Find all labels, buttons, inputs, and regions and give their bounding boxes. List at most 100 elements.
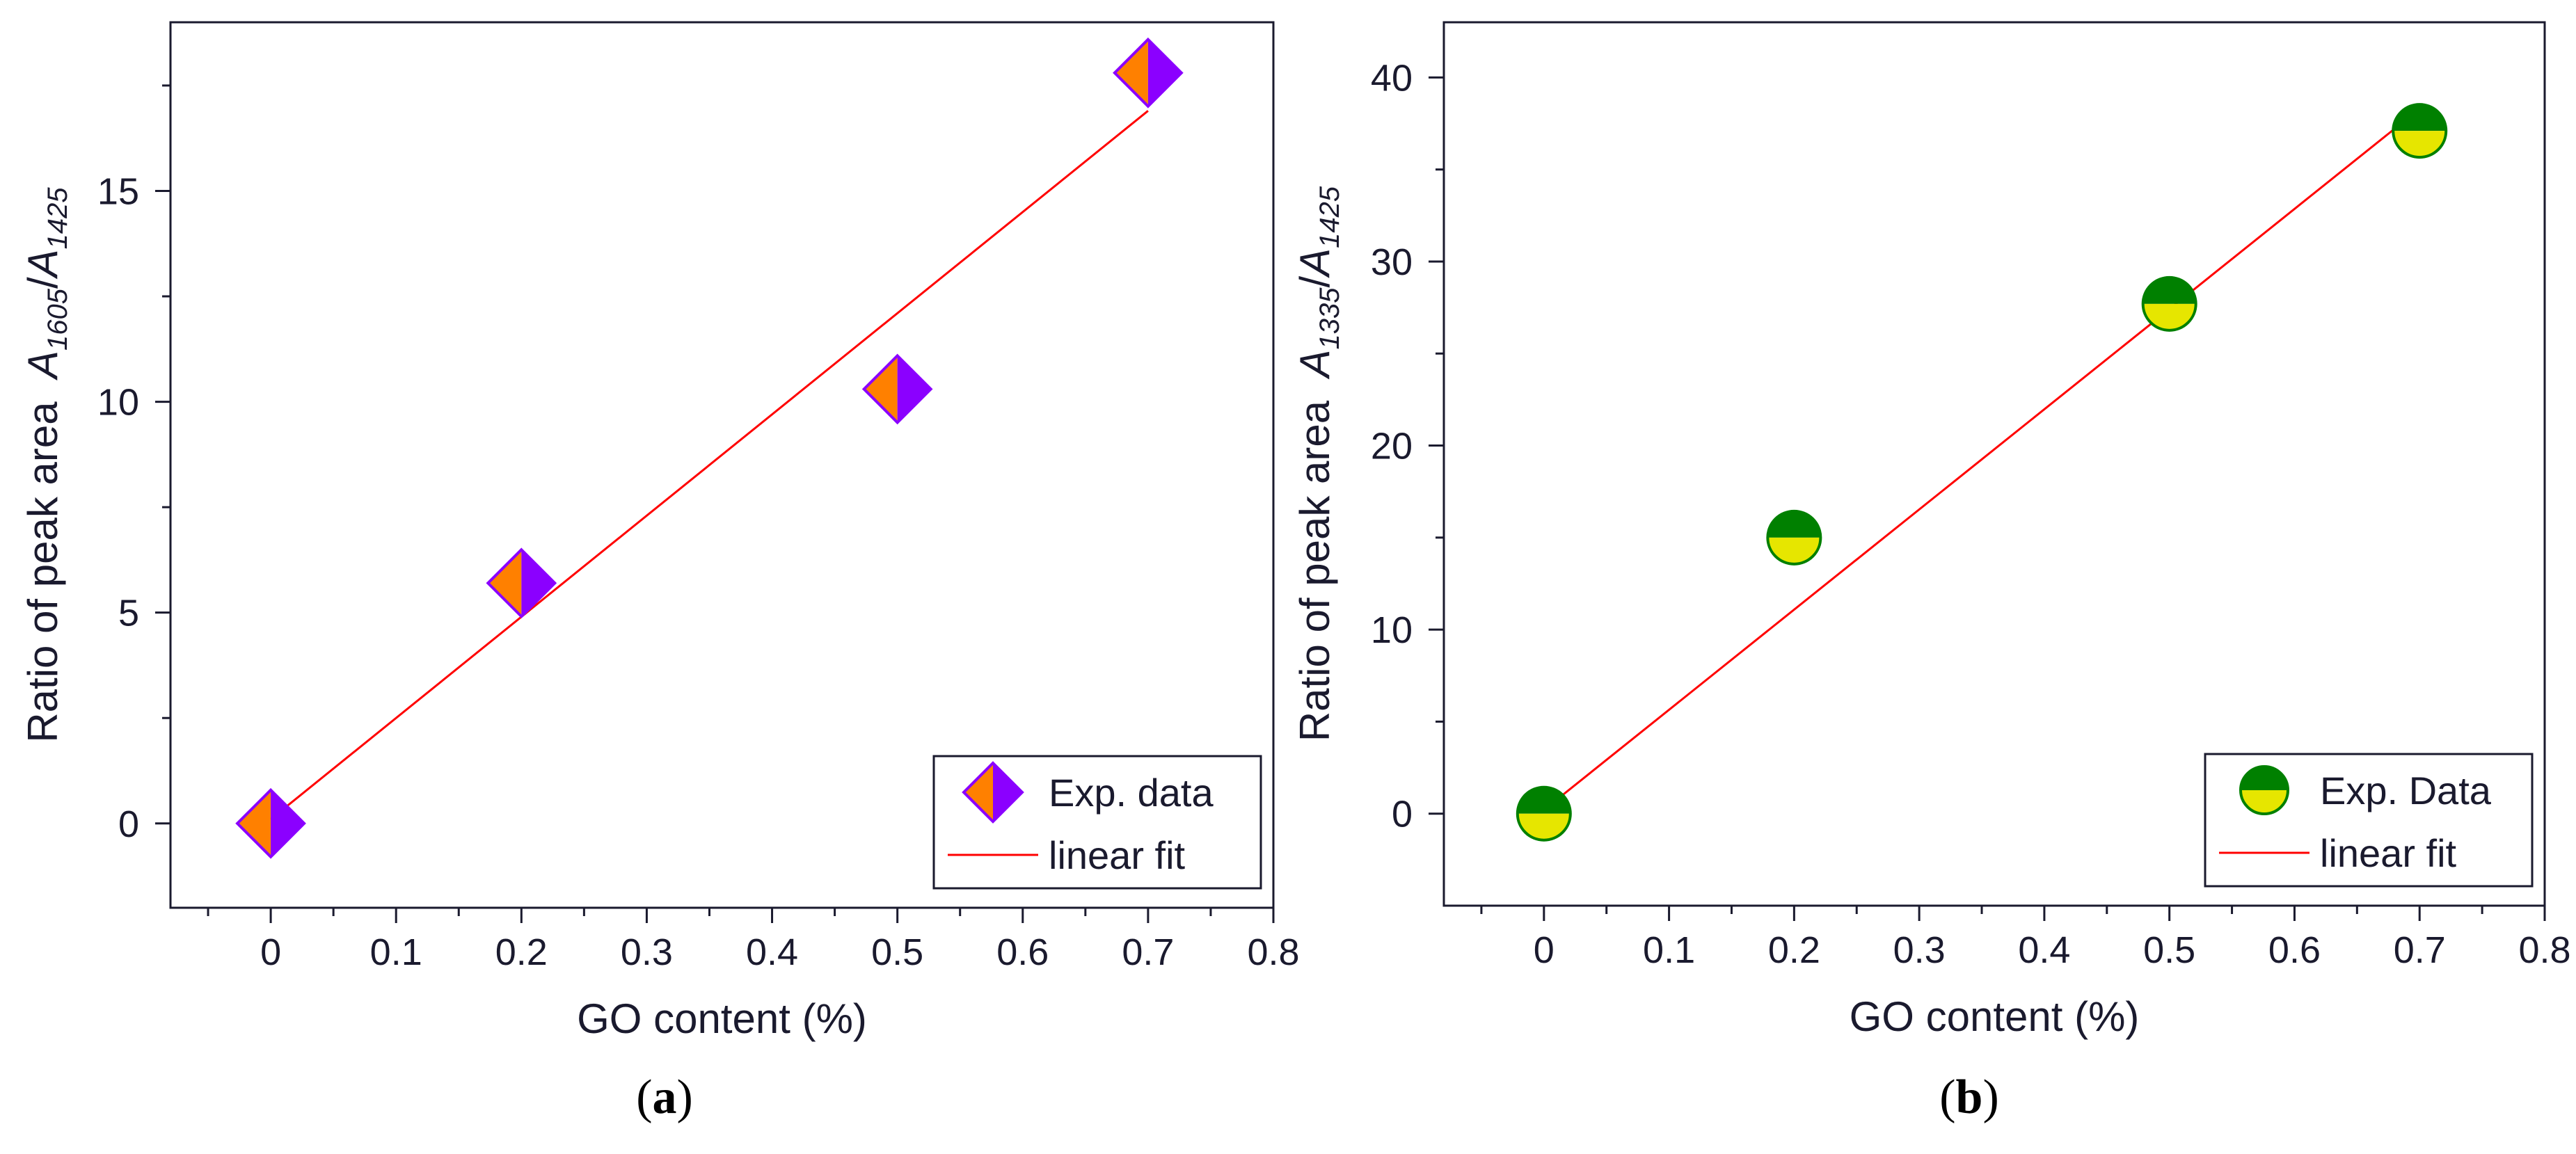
y-axis-label-part: A — [1291, 349, 1338, 379]
x-tick-label: 0.3 — [621, 931, 673, 973]
x-tick-label: 0.5 — [871, 931, 923, 973]
data-point — [2141, 275, 2197, 332]
y-axis-label-part: A — [1291, 248, 1338, 278]
y-tick-label: 5 — [118, 593, 139, 634]
x-tick-label: 0.4 — [2018, 929, 2070, 971]
legend-label-fit: linear fit — [1049, 833, 1186, 877]
marker-left-half — [237, 790, 271, 857]
x-axis-label: GO content (%) — [577, 995, 867, 1042]
linear-fit-line — [1543, 108, 2421, 811]
x-tick-label: 0.8 — [1247, 931, 1299, 973]
y-axis-label-part: 1425 — [42, 187, 73, 250]
y-axis-label-part: 1335 — [1314, 287, 1345, 350]
y-tick-label: 15 — [97, 170, 139, 212]
y-tick-label: 10 — [1371, 609, 1413, 651]
plot-frame — [1442, 21, 2546, 907]
legend-marker — [962, 761, 1024, 824]
panel-label-letter: b — [1956, 1071, 1983, 1124]
marker-top-half — [2241, 767, 2288, 790]
marker-outline — [1766, 509, 1822, 566]
legend-marker — [2239, 765, 2289, 815]
x-tick-label: 0.3 — [1893, 929, 1946, 971]
x-tick-label: 0.2 — [495, 931, 548, 973]
y-axis-label-part: 1605 — [42, 288, 73, 351]
data-point — [1113, 37, 1184, 109]
marker-outline — [861, 353, 933, 425]
plot-frame — [169, 21, 1275, 909]
y-tick-label: 20 — [1371, 426, 1413, 467]
y-axis-label-part: Ratio of peak area — [1291, 378, 1338, 742]
panel-label-open: ( — [636, 1071, 652, 1124]
panel-label-close: ) — [1982, 1071, 1998, 1124]
data-point — [1516, 785, 1572, 842]
x-tick-label: 0.2 — [1768, 929, 1820, 971]
marker-top-half — [1517, 787, 1571, 814]
data-point — [2392, 103, 2448, 159]
y-axis-label-part: 1425 — [1314, 186, 1345, 248]
x-tick-label: 0 — [1534, 929, 1555, 971]
marker-right-half — [897, 355, 931, 423]
panel-b-chart: 0 0.1 0.2 0.3 0.4 0.5 0.6 0.7 0.8 0 10 20 30 40 GO con… — [1291, 21, 2571, 1124]
y-tick-label: 30 — [1371, 241, 1413, 283]
x-tick-label: 0.8 — [2518, 929, 2570, 971]
y-axis-label-part: A — [19, 351, 66, 380]
x-tick-label: 0.1 — [370, 931, 422, 973]
data-point — [235, 787, 306, 859]
marker-bottom-half — [1767, 537, 1821, 564]
y-tick-label: 40 — [1371, 57, 1413, 99]
x-tick-label: 0.4 — [746, 931, 798, 973]
legend-label-data: Exp. Data — [2320, 769, 2492, 812]
marker-bottom-half — [1517, 813, 1571, 840]
marker-right-half — [1147, 39, 1182, 106]
data-point — [486, 547, 557, 619]
marker-bottom-half — [2241, 790, 2288, 814]
x-tick-label: 0.7 — [2394, 929, 2446, 971]
marker-outline — [2239, 765, 2289, 815]
panel-label-open: ( — [1939, 1071, 1955, 1124]
x-tick-label: 0.6 — [2268, 929, 2321, 971]
marker-outline — [1516, 785, 1572, 842]
marker-outline — [2141, 275, 2197, 332]
marker-right-half — [271, 790, 305, 857]
x-tick-label: 0.6 — [996, 931, 1049, 973]
y-axis-label: Ratio of peak area A1605/A1425 — [19, 187, 73, 743]
data-point — [861, 353, 933, 425]
marker-top-half — [2393, 104, 2447, 131]
marker-left-half — [488, 550, 522, 617]
marker-right-half — [521, 550, 555, 617]
y-axis-label-part: / — [1291, 276, 1338, 288]
legend: Exp. data linear fit — [932, 755, 1262, 890]
marker-bottom-half — [2142, 303, 2196, 330]
marker-left-half — [1114, 39, 1148, 106]
marker-outline — [1113, 37, 1184, 109]
y-tick-label: 0 — [1392, 794, 1413, 835]
y-tick-label: 0 — [118, 803, 139, 845]
marker-right-half — [993, 763, 1022, 822]
x-tick-label: 0.7 — [1122, 931, 1174, 973]
marker-outline — [2392, 103, 2448, 159]
panel-label: (b) — [1939, 1071, 1999, 1124]
marker-bottom-half — [2393, 131, 2447, 158]
y-axis-label-part: A — [19, 249, 66, 279]
legend-label-fit: linear fit — [2320, 831, 2457, 875]
data-point — [1766, 509, 1822, 566]
y-axis-label-part: Ratio of peak area — [19, 378, 66, 743]
legend-label-data: Exp. data — [1049, 771, 1214, 815]
x-tick-label: 0 — [260, 931, 281, 973]
panel-label: (a) — [636, 1071, 693, 1124]
y-tick-label: 10 — [97, 382, 139, 424]
marker-top-half — [1767, 511, 1821, 538]
marker-outline — [235, 787, 306, 859]
x-tick-label: 0.1 — [1643, 929, 1695, 971]
panel-label-close: ) — [677, 1071, 693, 1124]
x-tick-label: 0.5 — [2143, 929, 2195, 971]
marker-top-half — [2142, 277, 2196, 304]
linear-fit-line — [270, 110, 1149, 820]
panel-a-chart: 0 0.1 0.2 0.3 0.4 0.5 0.6 0.7 0.8 0 5 10 15 GO conten… — [19, 21, 1300, 1124]
y-axis-label-part: / — [19, 277, 66, 289]
marker-left-half — [864, 355, 898, 423]
y-axis-label: Ratio of peak area A1335/A1425 — [1291, 186, 1345, 742]
marker-outline — [486, 547, 557, 619]
panel-label-letter: a — [653, 1071, 677, 1124]
